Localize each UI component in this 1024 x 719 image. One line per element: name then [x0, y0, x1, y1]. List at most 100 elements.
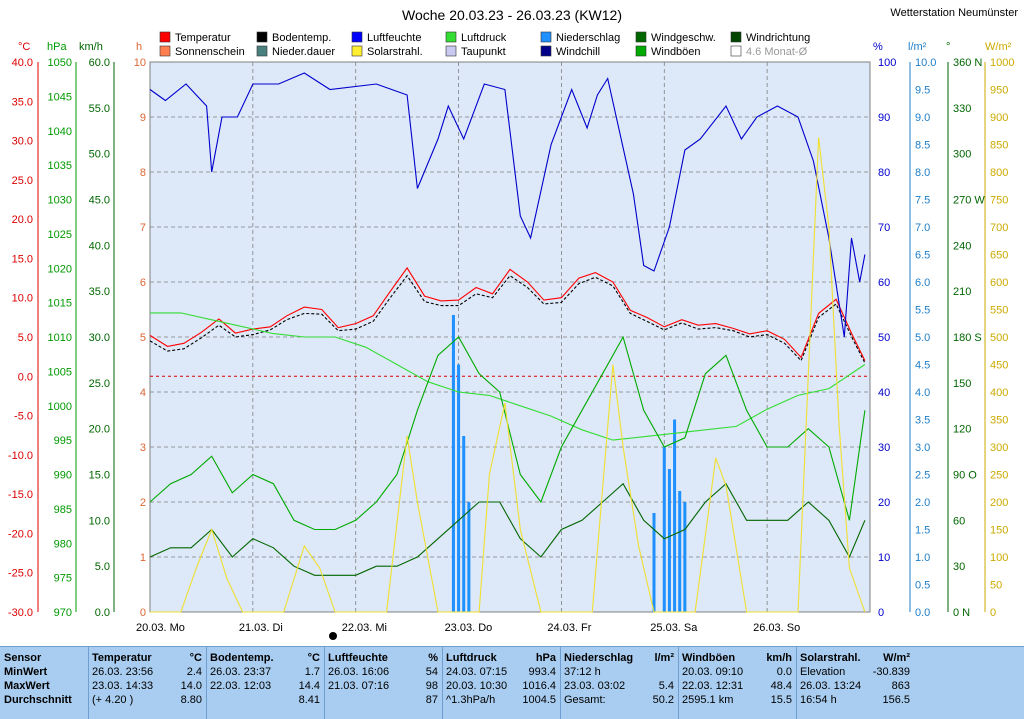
solar-tick-label: 100: [990, 552, 1008, 564]
pressure-tick-label: 1000: [48, 401, 72, 413]
temp-tick-label: -25.0: [8, 568, 33, 580]
stats-cell-value: 863: [891, 680, 910, 692]
pressure-tick-label: 1040: [48, 126, 72, 138]
x-tick-label: 26.03. So: [753, 622, 800, 634]
stats-cell-label: 21.03. 07:16: [328, 680, 390, 692]
direction-tick-label: 0 N: [953, 607, 970, 619]
wind-tick-label: 30.0: [89, 332, 110, 344]
stats-row: Gesamt: 50.2: [564, 693, 678, 707]
direction-tick-label: 150: [953, 378, 971, 390]
stats-header-title: Luftfeuchte: [328, 652, 388, 664]
legend-label: Solarstrahl.: [367, 46, 423, 58]
series-line-windgeschw: [149, 482, 866, 576]
solar-tick-label: 600: [990, 277, 1008, 289]
legend-swatch: [351, 31, 363, 43]
solar-tick-label: 500: [990, 332, 1008, 344]
legend-label: Bodentemp.: [272, 32, 331, 44]
stats-cell-value: 48.4: [770, 680, 792, 692]
stats-cell-value: 98: [425, 680, 438, 692]
legend-swatch: [540, 45, 552, 57]
stats-column: Bodentemp. °C 26.03. 23:37 1.7 22.03. 12:03 1…: [210, 651, 324, 707]
humidity-tick-label: 50: [878, 332, 890, 344]
legend-swatch: [635, 31, 647, 43]
precip-bar: [467, 502, 471, 612]
stats-cell-label: 16:54 h: [800, 694, 837, 706]
precip-bar: [662, 447, 666, 612]
stats-header-unit: %: [428, 652, 438, 664]
solar-tick-label: 900: [990, 112, 1008, 124]
precip-axis-unit: l/m²: [908, 41, 927, 53]
x-tick-label: 20.03. Mo: [136, 622, 185, 634]
stats-cell-label: Durchschnitt: [4, 694, 72, 706]
hours-tick-label: 9: [140, 112, 146, 124]
temp-tick-label: 0.0: [18, 371, 33, 383]
solar-tick-label: 550: [990, 305, 1008, 317]
solar-tick-label: 50: [990, 580, 1002, 592]
stats-row: 22.03. 12:31 48.4: [682, 679, 796, 693]
direction-tick-label: 300: [953, 149, 971, 161]
stats-column: Solarstrahl. W/m² Elevation -30.839 26.03. 1…: [800, 651, 914, 707]
x-tick-label: 25.03. Sa: [650, 622, 698, 634]
stats-cell-label: MaxWert: [4, 680, 50, 692]
station-name: Wetterstation Neumünster: [890, 7, 1018, 19]
hours-tick-label: 2: [140, 497, 146, 509]
legend-label: Windgeschw.: [651, 32, 716, 44]
precip-tick-label: 3.0: [915, 442, 930, 454]
x-tick-label: 24.03. Fr: [547, 622, 591, 634]
stats-row: (+ 4.20 ) 8.80: [92, 693, 206, 707]
stats-column: Sensor MinWert MaxWert Durchschnitt: [4, 651, 88, 707]
pressure-tick-label: 1010: [48, 332, 72, 344]
pressure-tick-label: 1030: [48, 195, 72, 207]
solar-tick-label: 250: [990, 470, 1008, 482]
pressure-tick-label: 1005: [48, 366, 72, 378]
series-line-windben: [149, 335, 866, 531]
precip-tick-label: 4.5: [915, 360, 930, 372]
wind-tick-label: 10.0: [89, 515, 110, 527]
stats-cell-label: 23.03. 03:02: [564, 680, 626, 692]
precip-tick-label: 0.5: [915, 580, 930, 592]
wind-tick-label: 50.0: [89, 149, 110, 161]
stats-header-unit: l/m²: [654, 652, 674, 664]
humidity-tick-label: 10: [878, 552, 890, 564]
humidity-axis-unit: %: [873, 41, 883, 53]
stats-panel: Sensor MinWert MaxWert Durchschnitt Temperat…: [0, 646, 1024, 719]
stats-cell-label: Gesamt:: [564, 694, 606, 706]
pressure-tick-label: 990: [54, 470, 72, 482]
precip-tick-label: 3.5: [915, 415, 930, 427]
chart-svg: Woche 20.03.23 - 26.03.23 (KW12) Wetterst…: [8, 7, 1018, 640]
pressure-tick-label: 1020: [48, 263, 72, 275]
stats-row: Durchschnitt: [4, 693, 88, 707]
stats-row: 26.03. 16:06 54: [328, 665, 442, 679]
solar-tick-label: 700: [990, 222, 1008, 234]
stats-cell-label: ^1.3hPa/h: [446, 694, 496, 706]
precip-tick-label: 5.0: [915, 332, 930, 344]
wind-tick-label: 35.0: [89, 286, 110, 298]
temp-tick-label: -30.0: [8, 607, 33, 619]
stats-row: 24.03. 07:15 993.4: [446, 665, 560, 679]
precip-tick-label: 6.5: [915, 250, 930, 262]
stats-cell-value: 1.7: [304, 666, 320, 678]
weather-chart: Woche 20.03.23 - 26.03.23 (KW12) Wetterst…: [8, 7, 1018, 640]
stats-cell-value: -30.839: [872, 666, 910, 678]
stats-header: Niederschlag l/m²: [564, 651, 678, 665]
x-tick-label: 23.03. Do: [445, 622, 493, 634]
stats-row: 20.03. 09:10 0.0: [682, 665, 796, 679]
precip-tick-label: 2.0: [915, 497, 930, 509]
stats-column: Luftfeuchte% 26.03. 16:06 54 21.03. 07:16 98…: [328, 651, 442, 707]
legend-label: Windböen: [651, 46, 701, 58]
solar-axis-unit: W/m²: [985, 41, 1012, 53]
direction-tick-label: 60: [953, 515, 965, 527]
stats-cell-label: MinWert: [4, 666, 48, 678]
stats-header-unit: km/h: [766, 652, 792, 664]
precip-tick-label: 10.0: [915, 57, 936, 69]
legend-label: Luftfeuchte: [367, 32, 421, 44]
solar-tick-label: 800: [990, 167, 1008, 179]
precip-tick-label: 4.0: [915, 387, 930, 399]
direction-tick-label: 210: [953, 286, 971, 298]
precip-tick-label: 0.0: [915, 607, 930, 619]
series-line-solarstrahl: [150, 137, 866, 613]
stats-header: Sensor: [4, 651, 88, 665]
hours-tick-label: 3: [140, 442, 146, 454]
temp-axis-unit: °C: [18, 41, 30, 53]
precip-tick-label: 9.0: [915, 112, 930, 124]
